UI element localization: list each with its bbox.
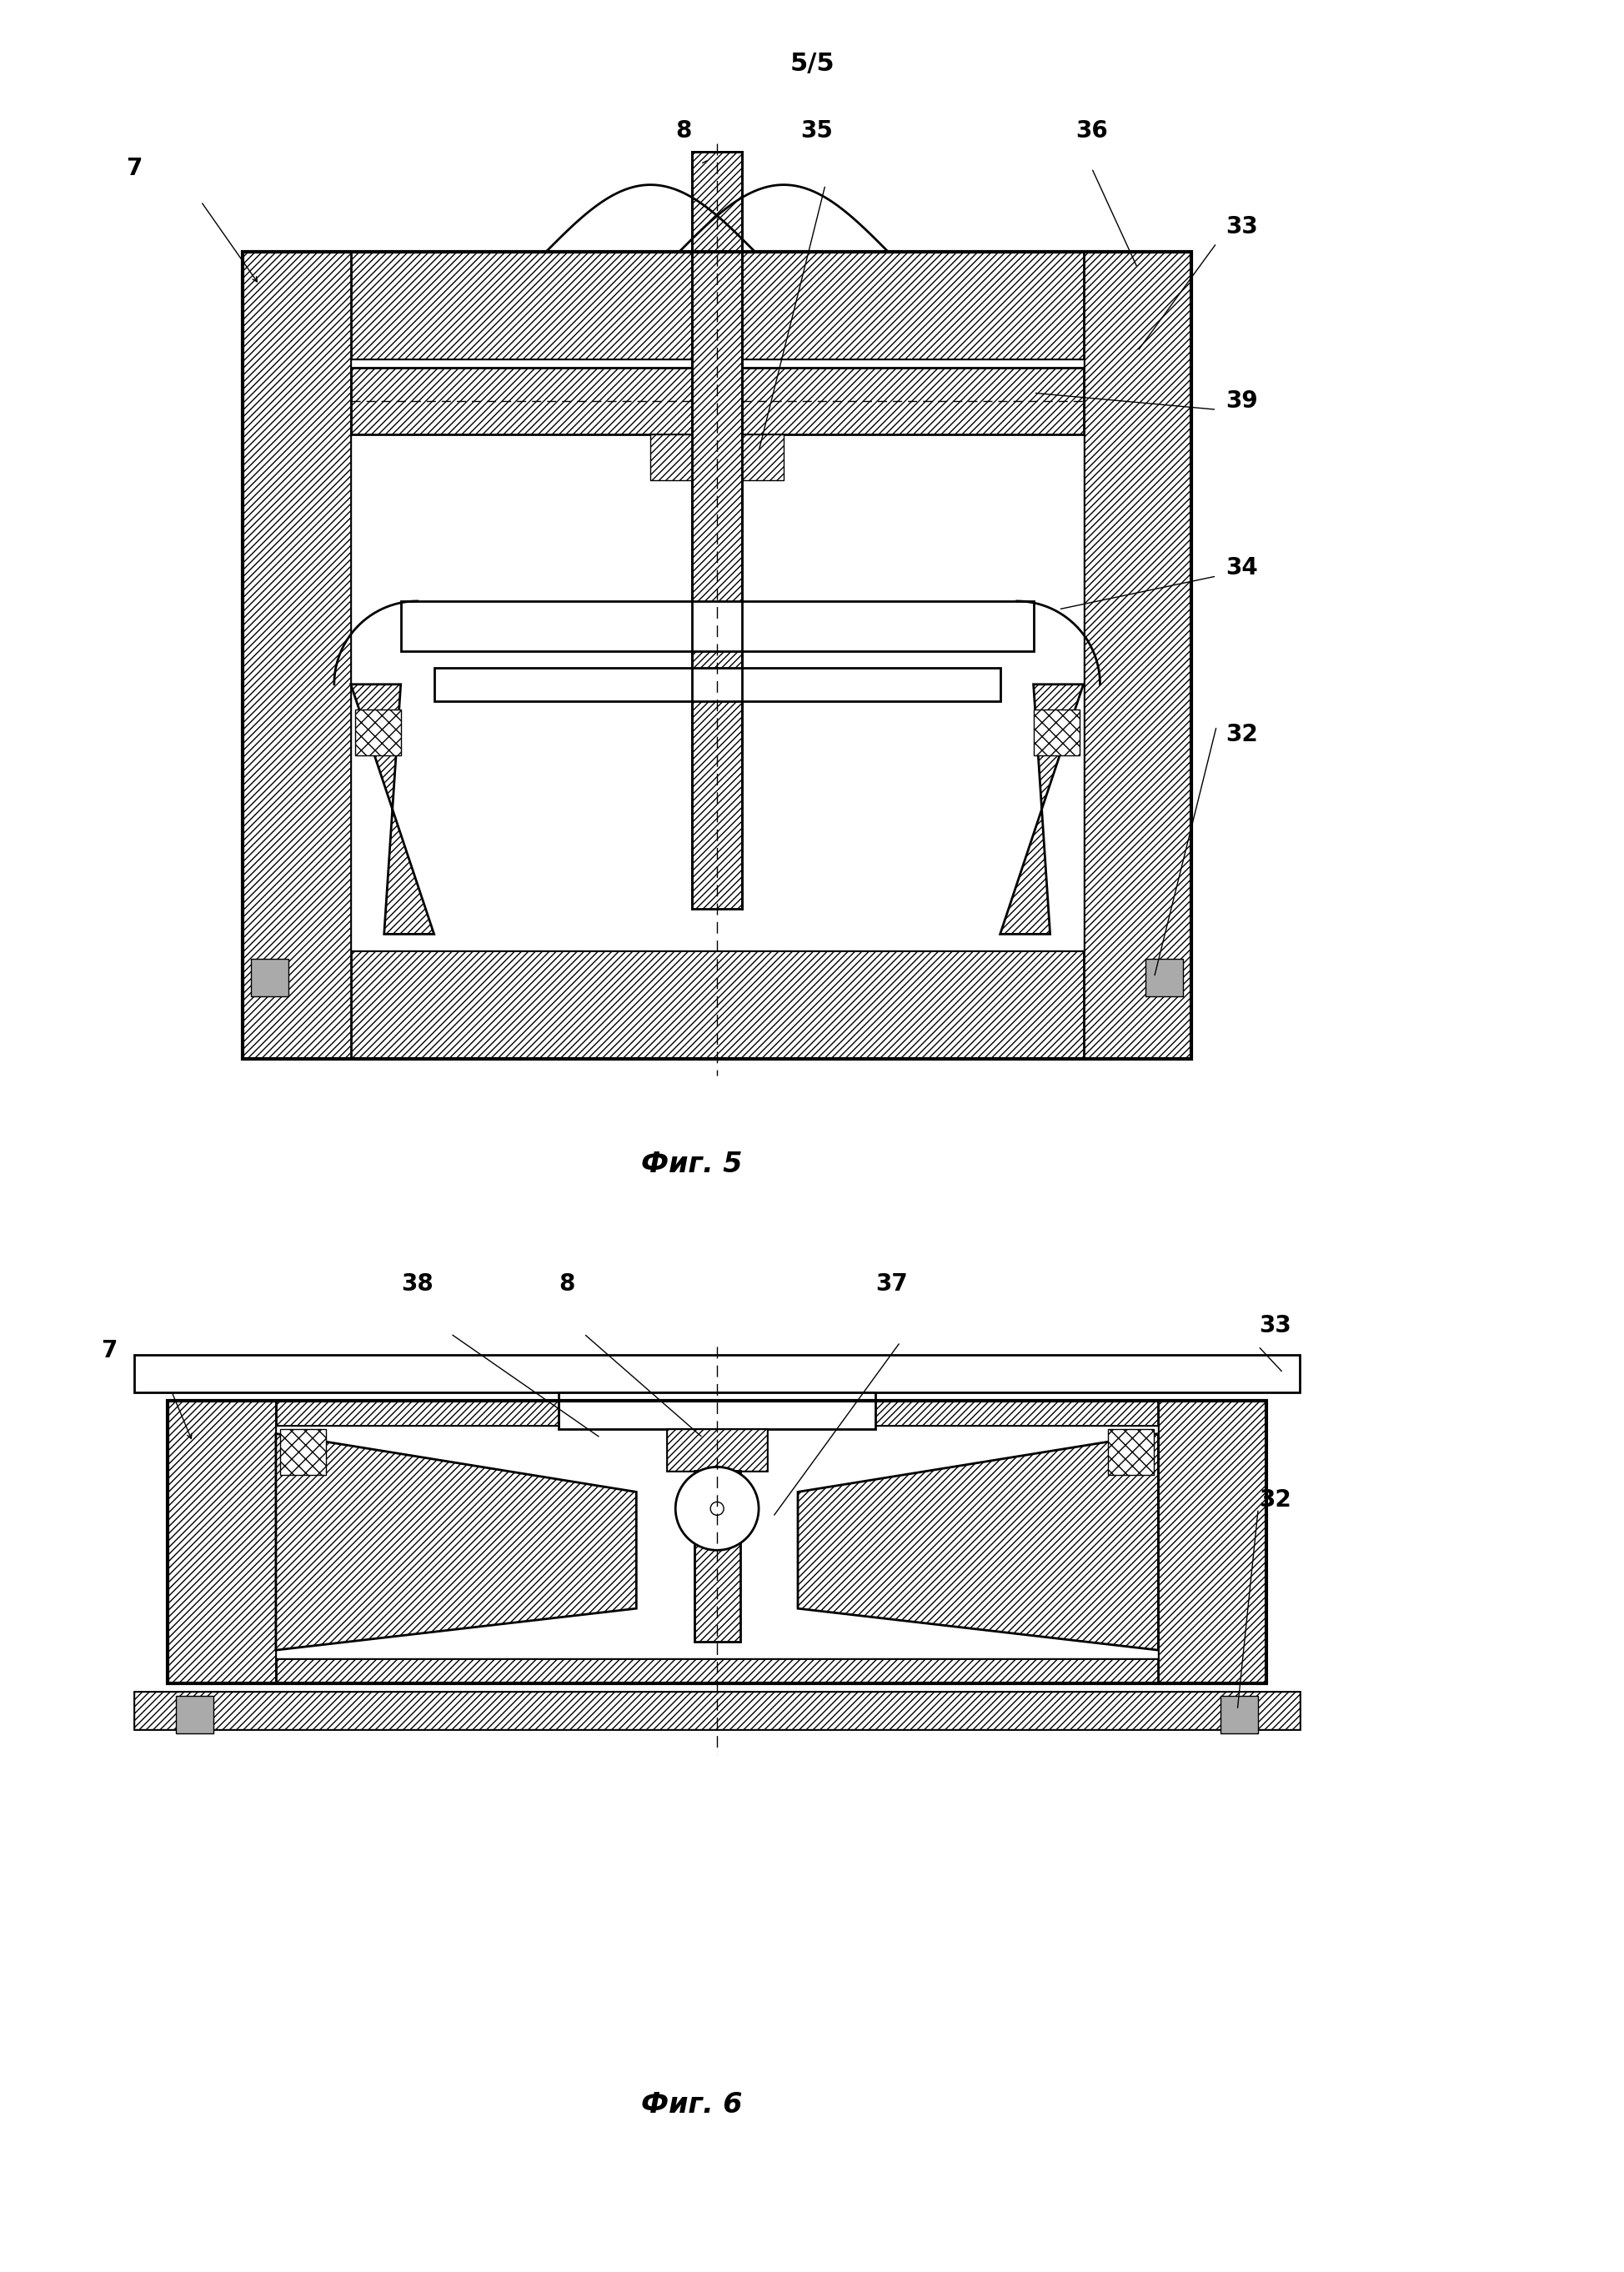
Text: 38: 38 — [401, 1272, 434, 1295]
Text: 8: 8 — [559, 1272, 575, 1295]
Bar — [742, 368, 1083, 434]
Bar — [276, 1400, 1158, 1425]
Text: 37: 37 — [875, 1272, 908, 1295]
Polygon shape — [1000, 684, 1083, 934]
Bar — [1147, 959, 1184, 997]
Bar — [135, 1693, 1299, 1729]
Polygon shape — [797, 1434, 1158, 1649]
Text: 32: 32 — [1259, 1488, 1291, 1511]
Bar — [242, 252, 351, 1059]
Text: 35: 35 — [801, 118, 833, 143]
Text: 33: 33 — [1259, 1313, 1291, 1338]
Bar — [401, 602, 1033, 652]
Text: 39: 39 — [1226, 389, 1257, 414]
Polygon shape — [351, 684, 434, 934]
Bar — [1158, 1400, 1267, 1684]
Bar — [1083, 252, 1192, 1059]
Bar — [167, 1400, 1267, 1684]
Circle shape — [676, 1468, 758, 1550]
Bar — [559, 1393, 875, 1429]
Bar — [135, 1693, 1299, 1729]
Text: 7: 7 — [101, 1338, 117, 1361]
Circle shape — [710, 1502, 724, 1515]
Bar — [1108, 1429, 1155, 1475]
Bar — [242, 950, 1192, 1059]
Text: 7: 7 — [127, 157, 143, 179]
Text: 32: 32 — [1226, 722, 1257, 745]
Bar — [434, 668, 1000, 702]
Text: 8: 8 — [676, 118, 692, 143]
Bar — [695, 1470, 741, 1643]
Bar — [1221, 1695, 1259, 1734]
Bar — [175, 1695, 213, 1734]
Text: Фиг. 5: Фиг. 5 — [641, 1150, 742, 1179]
Text: 33: 33 — [1226, 216, 1257, 239]
Bar — [167, 1400, 276, 1684]
Bar — [276, 1659, 1158, 1684]
Bar — [356, 709, 401, 754]
Bar — [667, 1429, 767, 1470]
Bar — [276, 1425, 1158, 1659]
Bar — [1033, 709, 1080, 754]
Bar — [742, 434, 784, 479]
Bar — [667, 1429, 767, 1470]
Bar — [250, 959, 289, 997]
Bar — [135, 1354, 1299, 1393]
Bar — [242, 252, 1192, 359]
Polygon shape — [276, 1434, 637, 1649]
Bar — [242, 252, 1192, 1059]
Bar — [279, 1429, 326, 1475]
Text: 5/5: 5/5 — [789, 52, 835, 75]
Bar — [692, 152, 742, 909]
Bar — [351, 359, 1083, 950]
Bar — [651, 434, 692, 479]
Text: 36: 36 — [1075, 118, 1108, 143]
Text: 34: 34 — [1226, 557, 1257, 579]
Text: Фиг. 6: Фиг. 6 — [641, 2093, 742, 2120]
Bar — [351, 368, 692, 434]
